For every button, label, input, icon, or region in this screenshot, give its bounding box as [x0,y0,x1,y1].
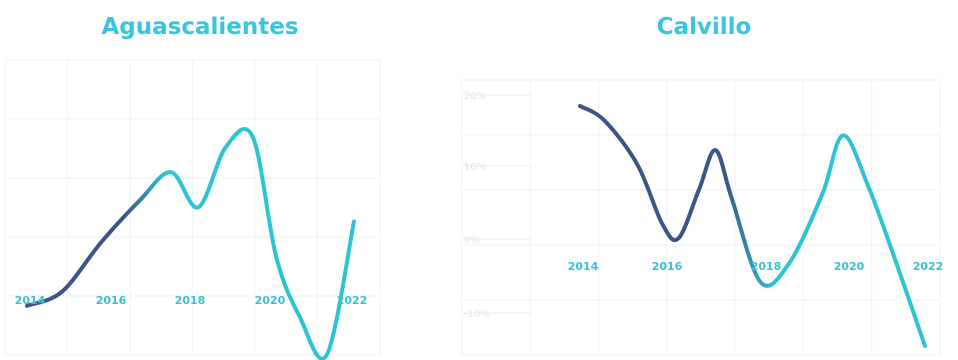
y-tick-label: -10% [464,309,490,320]
chart-aguascalientes: Aguascalientes 2014 2016 2018 2020 2022 [0,0,400,360]
x-tick-label: 2014 [568,260,599,273]
chart-title: Calvillo [656,14,752,40]
chart-calvillo: Calvillo 20% 10% 0% -10% 2014 2016 2018 2020 202… [450,0,958,360]
chart-title: Aguascalientes [101,14,299,40]
grid [4,59,381,356]
x-tick-label: 2018 [751,260,782,273]
grid [461,79,941,356]
y-tick-label: 0% [464,235,480,246]
x-tick-label: 2018 [175,294,206,307]
x-tick-label: 2020 [255,294,286,307]
y-tick-label: 20% [464,91,486,102]
x-tick-label: 2016 [96,294,127,307]
x-tick-label: 2016 [652,260,683,273]
line-chart-calvillo: 20% 10% 0% -10% 2014 2016 2018 2020 2022 [461,79,944,356]
x-tick-label: 2022 [337,294,368,307]
line-chart-aguascalientes: 2014 2016 2018 2020 2022 [4,59,381,360]
series-line [25,127,356,360]
y-tick-label: 10% [464,162,486,173]
x-tick-label: 2014 [15,294,46,307]
series-line [578,104,927,348]
x-tick-label: 2022 [913,260,944,273]
x-tick-label: 2020 [834,260,865,273]
